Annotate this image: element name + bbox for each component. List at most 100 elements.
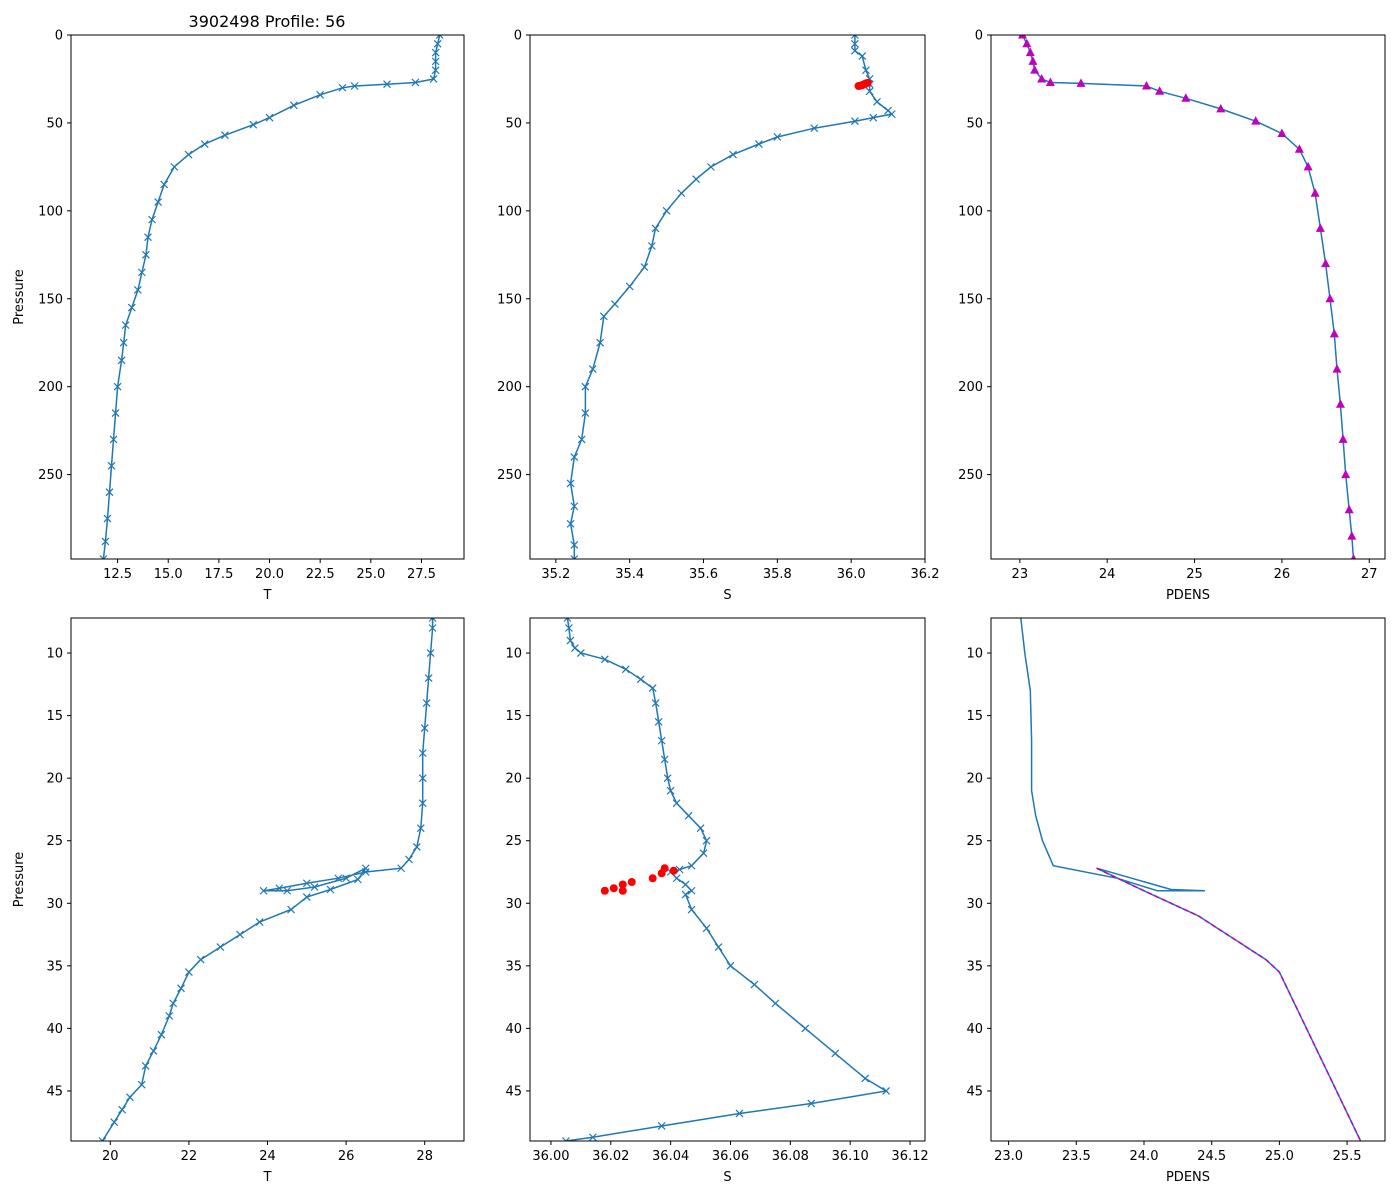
x-marker [687,861,696,870]
x-tick-label: 36.10 [832,1149,869,1164]
y-tick-label: 25 [966,834,983,849]
x-marker [869,113,878,122]
plot-area [566,35,896,559]
subplot-temp_full: 12.5 15.0 17.5 20.0 22.5 25.0 27.5 0 50 100 150 200… [12,29,465,603]
series-line [569,35,894,559]
x-marker [651,224,660,233]
x-marker [640,263,649,272]
x-marker [350,82,359,90]
x-axis-label: S [723,588,731,603]
subplot-temp_zoom: 20 22 24 26 28 10 15 20 25 30 35 40 45 T Pressure [12,617,465,1185]
x-marker [576,649,585,657]
x-marker [397,864,406,873]
x-marker [625,282,634,291]
x-marker [105,488,114,497]
x-marker [735,1109,744,1118]
x-marker [861,1074,870,1083]
x-marker [699,849,708,858]
x-marker [411,78,420,87]
x-marker [599,312,608,321]
y-tick-label: 30 [46,897,63,912]
triangle-marker [1338,434,1348,443]
y-tick-label: 35 [46,959,63,974]
series-line [102,35,441,559]
x-marker [865,87,874,96]
y-tick-label: 0 [55,29,63,44]
series-line [101,618,434,1141]
flag-point [609,884,618,893]
x-marker [596,338,605,347]
axes-frame [529,34,926,560]
flag-point [863,78,872,87]
y-tick-label: 40 [505,1022,522,1037]
x-marker [236,930,244,939]
y-axis-label: Pressure [12,852,27,908]
x-marker [149,1046,158,1055]
x-marker [169,999,178,1008]
x-marker [103,514,112,523]
x-marker [418,774,427,783]
triangle-marker [1025,47,1035,57]
x-tick-label: 23.5 [1062,1149,1091,1164]
x-marker [831,1049,840,1058]
x-marker [570,502,579,511]
y-tick-label: 15 [46,709,63,724]
x-marker [687,905,696,914]
x-marker [435,35,444,39]
x-marker [663,774,672,783]
x-marker [561,1137,570,1141]
x-marker [310,883,319,891]
x-tick-label: 36.08 [772,1149,809,1164]
x-marker [141,1062,150,1070]
y-tick-label: 200 [958,380,983,395]
x-tick-label: 15.0 [154,567,183,582]
x-marker [119,338,128,347]
series-line [1021,35,1355,559]
x-marker [882,1087,891,1095]
series-line [1020,618,1362,1141]
y-tick-label: 200 [38,380,63,395]
x-marker [302,893,311,901]
x-marker [651,699,660,708]
x-marker [692,175,701,184]
x-marker [418,749,427,758]
triangle-marker [1344,504,1354,514]
x-marker [577,435,586,444]
y-tick-label: 15 [966,709,983,724]
x-tick-label: 17.5 [204,567,233,582]
x-tick-label: 22.5 [306,567,335,582]
plot-area [99,35,444,559]
x-marker [754,140,763,148]
x-marker [342,874,351,883]
x-marker [142,250,150,259]
x-marker [657,736,666,745]
x-marker [160,180,169,189]
x-marker [429,75,438,83]
x-marker [137,268,146,277]
x-tick-label: 23.0 [994,1149,1023,1164]
triangle-marker [1294,144,1304,153]
x-tick-label: 36.0 [837,567,866,582]
plot-area [1017,35,1357,559]
y-tick-label: 50 [46,116,63,131]
x-tick-label: 25.0 [356,567,385,582]
x-marker [654,717,663,726]
x-marker [109,435,118,444]
x-marker [581,382,590,391]
x-tick-label: 35.4 [615,567,644,582]
x-marker [133,286,142,294]
x-marker [287,905,296,914]
x-axis-label: PDENS [1166,588,1210,603]
triangle-marker [1321,258,1331,268]
subplot-sal_full: 35.2 35.4 35.6 35.8 36.0 36.2 0 50 100 150 200 250 S [497,29,939,604]
x-marker [672,799,681,808]
x-marker [289,101,298,110]
y-tick-label: 0 [975,29,983,44]
x-tick-label: 20.0 [255,567,284,582]
axes-frame [990,34,1386,560]
x-marker [610,300,619,308]
x-marker [416,824,425,833]
y-tick-label: 20 [505,772,522,787]
x-marker [431,48,440,57]
x-marker [566,519,575,528]
